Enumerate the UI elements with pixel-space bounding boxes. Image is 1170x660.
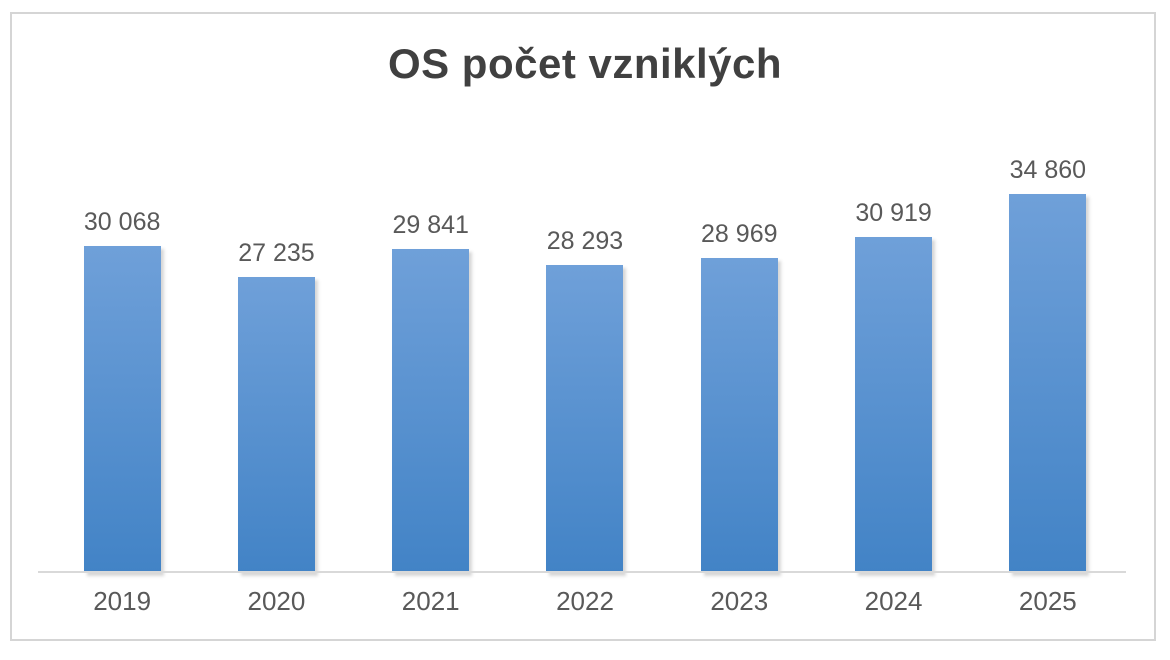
x-axis-labels: 2019 2020 2021 2022 2023 2024 2025 [45, 586, 1125, 617]
bar-value-label: 27 235 [238, 239, 315, 267]
bar-2023 [700, 258, 778, 573]
x-tick-label-2022: 2022 [556, 586, 614, 616]
bar-column-2021: 29 841 [354, 130, 508, 573]
bar-column-2022: 28 293 [508, 130, 662, 573]
bar-2024 [855, 237, 933, 573]
chart-title: OS počet vzniklých [387, 40, 783, 87]
plot-area: 30 068 27 235 29 841 28 293 28 969 30 919 34 8… [45, 130, 1125, 573]
bar-value-label: 30 068 [83, 208, 161, 236]
bar-value-label: 29 841 [392, 211, 469, 239]
x-axis-line [38, 571, 1126, 573]
bar-column-2024: 30 919 [816, 130, 970, 573]
bar-value-label: 34 860 [1009, 156, 1087, 184]
bar-value-label: 28 293 [546, 227, 624, 255]
bar-column-2019: 30 068 [45, 130, 199, 573]
bar-value-label: 28 969 [701, 220, 778, 248]
x-tick-label-2021: 2021 [401, 586, 460, 616]
bar-2025 [1009, 194, 1087, 573]
bar-column-2025: 34 860 [971, 130, 1125, 573]
bar-column-2020: 27 235 [199, 130, 353, 573]
bar-column-2023: 28 969 [662, 130, 816, 573]
bar-2021 [392, 249, 470, 573]
bar-2022 [546, 265, 624, 573]
bar-2019 [83, 246, 161, 573]
bar-value-label: 30 919 [855, 199, 932, 227]
x-tick-label-2025: 2025 [1018, 586, 1077, 616]
x-tick-label-2023: 2023 [710, 586, 769, 616]
x-tick-label-2024: 2024 [864, 586, 923, 616]
bar-2020 [237, 277, 315, 573]
x-tick-label-2019: 2019 [93, 586, 152, 616]
x-tick-label-2020: 2020 [247, 586, 306, 616]
